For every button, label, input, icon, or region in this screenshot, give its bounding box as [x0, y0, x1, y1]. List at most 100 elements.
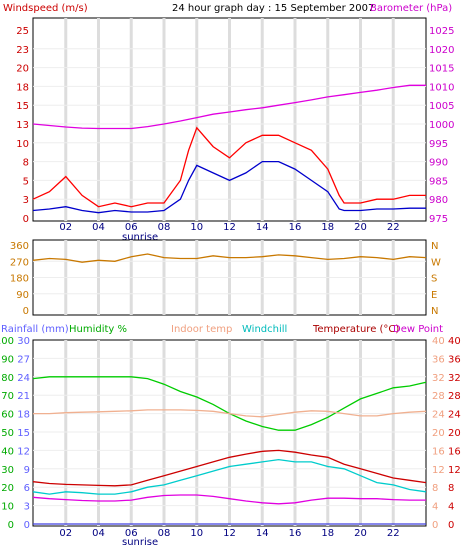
hour-tick-label: 02 [59, 222, 72, 233]
axis-tick-label: 20 [432, 428, 445, 439]
panel3-grid [33, 340, 426, 526]
hour-tick-label: 16 [289, 222, 302, 233]
axis-tick-label: E [431, 290, 437, 301]
axis-tick-label: 40 [1, 446, 14, 457]
hour-tick-label: 02 [59, 528, 72, 539]
indoor-temp-label: Indoor temp [171, 324, 232, 335]
axis-tick-label: 27 [17, 354, 30, 365]
axis-tick-label: 36 [448, 354, 461, 365]
axis-tick-label: 1010 [429, 82, 454, 93]
axis-tick-label: 16 [448, 446, 461, 457]
axis-tick-label: 90 [16, 290, 29, 301]
axis-tick-label: 23 [16, 45, 29, 56]
axis-tick-label: 4 [432, 502, 438, 513]
axis-tick-label: 990 [429, 158, 448, 169]
axis-tick-label: 1005 [429, 101, 454, 112]
series-line [32, 126, 426, 208]
axis-tick-label: 1025 [429, 26, 454, 37]
wind-barometer-panel: 0 3 5 8 10 13 15 18 20 23 25 975 980 985 990 995 1000 10… [3, 3, 454, 243]
axis-tick-label: 24 [432, 410, 445, 421]
windchill-label: Windchill [242, 324, 287, 335]
axis-tick-label: 180 [10, 274, 29, 285]
hour-tick-label: 14 [256, 222, 269, 233]
axis-tick-label: 0 [432, 520, 438, 531]
axis-tick-label: 995 [429, 139, 448, 150]
axis-tick-label: 60 [1, 410, 14, 421]
barometer-axis-ticks: 975 980 985 990 995 1000 1005 1010 1015 1020 1025 [429, 26, 454, 225]
axis-tick-label: 985 [429, 176, 448, 187]
axis-tick-label: 21 [17, 391, 30, 402]
axis-tick-label: 30 [1, 465, 14, 476]
series-line [32, 458, 427, 495]
series-line [32, 160, 426, 214]
hour-tick-label: 10 [190, 528, 203, 539]
hour-tick-label: 08 [158, 222, 171, 233]
axis-tick-label: 8 [23, 158, 29, 169]
panel3-hour-ticks: 02 04 06 08 10 12 14 16 18 20 22 [59, 528, 399, 539]
hour-tick-label: 14 [256, 528, 269, 539]
temperature-label: Temperature (°C) [312, 324, 399, 335]
axis-tick-label: 40 [432, 336, 445, 347]
windspeed-axis-ticks: 0 3 5 8 10 13 15 18 20 23 25 [16, 26, 29, 225]
axis-tick-label: 12 [432, 465, 445, 476]
axis-tick-label: 32 [432, 373, 445, 384]
axis-tick-label: 1000 [429, 120, 454, 131]
axis-tick-label: W [431, 257, 441, 268]
axis-tick-label: 28 [432, 391, 445, 402]
direction-degree-ticks: 0 90 180 270 360 [10, 241, 29, 317]
hour-tick-label: 10 [190, 222, 203, 233]
axis-tick-label: S [431, 274, 437, 285]
humidity-label: Humidity % [69, 324, 127, 335]
rainfall-label: Rainfall (mm) [1, 324, 69, 335]
axis-tick-label: 20 [1, 483, 14, 494]
sunrise-label-bottom: sunrise [122, 537, 158, 548]
dewpoint-label: Dew Point [393, 324, 443, 335]
axis-tick-label: 18 [17, 410, 30, 421]
axis-tick-label: 100 [0, 336, 14, 347]
hour-tick-label: 04 [92, 528, 105, 539]
axis-tick-label: 90 [1, 354, 14, 365]
axis-tick-label: 5 [23, 176, 29, 187]
hour-tick-label: 06 [125, 222, 138, 233]
panel1-series [32, 84, 426, 214]
axis-tick-label: 0 [23, 306, 29, 317]
axis-tick-label: 20 [448, 428, 461, 439]
series-line [32, 449, 427, 487]
hour-tick-label: 22 [387, 222, 400, 233]
axis-tick-label: 20 [16, 64, 29, 75]
axis-tick-label: 10 [1, 502, 14, 513]
axis-tick-label: 0 [24, 520, 30, 531]
axis-tick-label: 15 [16, 101, 29, 112]
axis-tick-label: 0 [23, 214, 29, 225]
axis-tick-label: 360 [10, 241, 29, 252]
axis-tick-label: 1020 [429, 45, 454, 56]
hour-tick-label: 18 [321, 528, 334, 539]
series-line [32, 494, 426, 505]
hour-tick-label: 12 [223, 222, 236, 233]
axis-tick-label: 270 [10, 257, 29, 268]
axis-tick-label: 24 [17, 373, 30, 384]
axis-tick-label: 10 [16, 139, 29, 150]
sunrise-label-top: sunrise [122, 232, 158, 243]
axis-tick-label: 40 [448, 336, 461, 347]
axis-tick-label: 70 [1, 391, 14, 402]
axis-tick-label: 28 [448, 391, 461, 402]
panel1-hour-ticks: 02 04 06 08 10 12 14 16 18 20 22 [59, 222, 399, 233]
series-line [32, 253, 427, 263]
axis-tick-label: 12 [448, 465, 461, 476]
series-line [33, 409, 427, 418]
axis-tick-label: 30 [17, 336, 30, 347]
axis-tick-label: 12 [17, 446, 30, 457]
panel3-series [32, 376, 427, 525]
panel2-series [32, 253, 427, 263]
axis-tick-label: 1015 [429, 64, 454, 75]
graph-title: 24 hour graph day : 15 September 2007 [172, 3, 374, 14]
axis-tick-label: 18 [16, 82, 29, 93]
hour-tick-label: 04 [92, 222, 105, 233]
axis-tick-label: N [431, 306, 438, 317]
hour-tick-label: 20 [354, 222, 367, 233]
